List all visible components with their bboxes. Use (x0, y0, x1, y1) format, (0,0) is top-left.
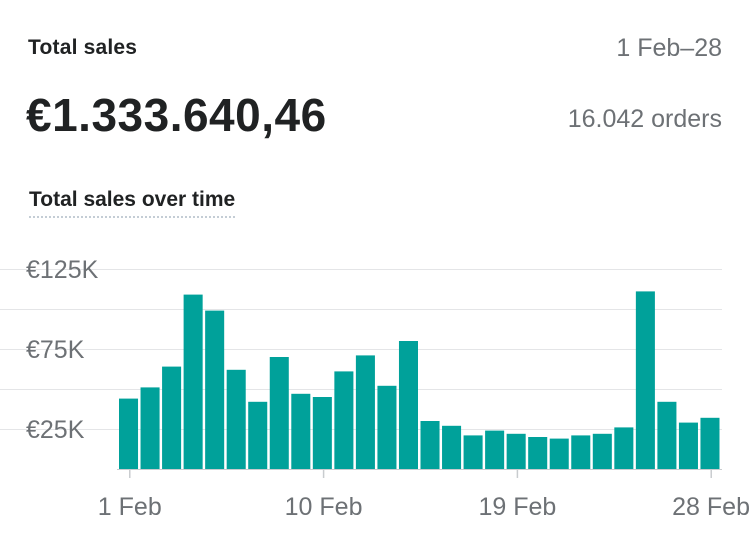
date-range[interactable]: 1 Feb–28 (616, 34, 722, 62)
y-tick-label: €125K (26, 256, 99, 284)
x-tick-label: 1 Feb (98, 493, 162, 521)
x-tick-label: 10 Feb (285, 493, 363, 521)
bar[interactable] (398, 341, 418, 469)
y-axis-ticks: €25K €75K €125K (26, 256, 99, 444)
bar[interactable] (657, 401, 677, 469)
total-sales-value: €1.333.640,46 (26, 89, 327, 141)
bar[interactable] (183, 294, 203, 469)
bar[interactable] (226, 369, 246, 469)
bar[interactable] (291, 393, 311, 469)
y-tick-label: €25K (26, 416, 85, 444)
bar[interactable] (592, 433, 612, 469)
y-tick-label: €75K (26, 336, 85, 364)
chart-title[interactable]: Total sales over time (29, 188, 236, 218)
bar[interactable] (377, 385, 397, 469)
x-axis-ticks: 1 Feb 10 Feb 19 Feb 28 Feb (98, 469, 750, 521)
bar[interactable] (140, 387, 160, 469)
bar[interactable] (269, 357, 289, 469)
orders-count: 16.042 orders (567, 105, 722, 133)
bar[interactable] (355, 355, 375, 469)
bar[interactable] (700, 417, 720, 469)
bar[interactable] (485, 430, 505, 469)
bar[interactable] (334, 371, 354, 469)
bar[interactable] (420, 421, 440, 469)
bar[interactable] (312, 397, 332, 469)
bar[interactable] (119, 398, 139, 469)
bar[interactable] (248, 401, 268, 469)
bar[interactable] (614, 427, 634, 469)
bar[interactable] (571, 435, 591, 469)
x-tick-label: 19 Feb (478, 493, 556, 521)
bar[interactable] (205, 310, 225, 469)
total-sales-title: Total sales (28, 36, 138, 59)
bar[interactable] (549, 438, 569, 469)
bar[interactable] (678, 422, 698, 469)
bar[interactable] (635, 291, 655, 469)
bar[interactable] (162, 366, 182, 469)
bar[interactable] (528, 437, 548, 469)
bar[interactable] (463, 435, 483, 469)
bar[interactable] (506, 433, 526, 469)
x-tick-label: 28 Feb (672, 493, 750, 521)
bar[interactable] (442, 425, 462, 469)
bars (119, 291, 720, 469)
